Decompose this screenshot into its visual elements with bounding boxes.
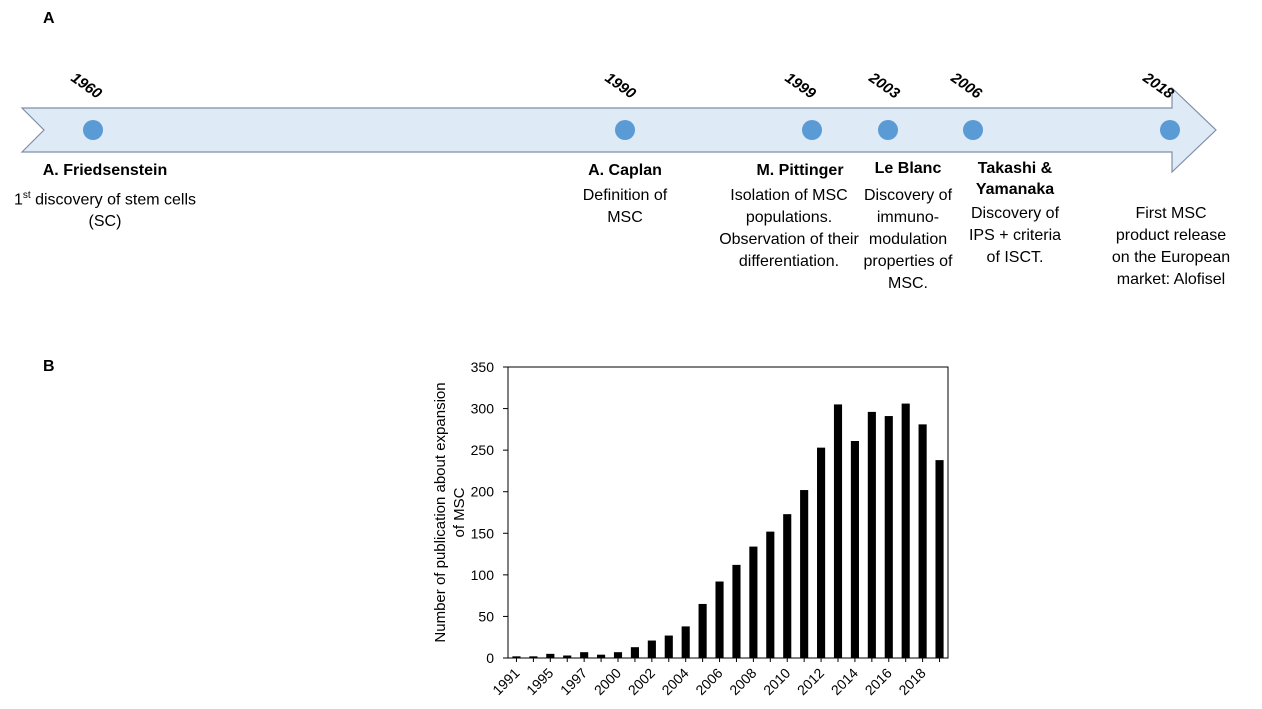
y-tick-label: 300 — [471, 401, 495, 417]
bar-1994 — [529, 656, 538, 658]
y-tick-label: 250 — [471, 442, 495, 458]
bar-2002 — [647, 640, 656, 658]
y-axis: 0 50 100 150 200 250 300 350 — [471, 359, 508, 666]
bar-2009 — [766, 531, 775, 658]
bar-2003 — [664, 635, 673, 658]
event-2003-dot — [878, 120, 898, 140]
bar-1996 — [563, 655, 572, 658]
timeline-arrow: 1960 1990 1999 2003 2006 2018 — [20, 69, 1217, 174]
bar-2004 — [681, 626, 690, 658]
bar-2006 — [715, 581, 724, 658]
y-axis-title-line: of MSC — [451, 487, 468, 537]
bar-2008 — [749, 546, 758, 658]
x-axis: 1991 1995 1997 2000 2002 2004 2006 2008 2010 2012… — [489, 658, 941, 698]
event-1960-desc: 1st discovery of stem cells (SC) — [0, 185, 210, 233]
x-tick-label-2000: 2000 — [591, 665, 624, 698]
x-tick-label-2002: 2002 — [625, 665, 658, 698]
bar-1997 — [580, 652, 589, 658]
event-2006-desc: Discovery of IPS + criteria of ISCT. — [968, 205, 1062, 266]
bar-2015 — [867, 411, 876, 658]
bar-1998 — [597, 654, 606, 658]
event-1960-desc-text: discovery of stem cells (SC) — [30, 191, 197, 231]
event-1960-desc-sup: st — [22, 190, 31, 201]
x-tick-label-2006: 2006 — [692, 665, 725, 698]
bar-2018 — [918, 424, 927, 658]
bar-2010 — [783, 514, 792, 658]
plot-frame — [507, 366, 949, 659]
bar-2012 — [817, 447, 826, 658]
y-axis-title: Number of publication about expansion of … — [432, 382, 468, 642]
event-1960-desc-prefix: 1 — [13, 191, 23, 209]
y-tick-label: 100 — [471, 567, 495, 583]
event-1960-title: A. Friedsenstein — [42, 162, 168, 179]
bar-1995 — [546, 653, 555, 658]
y-tick-label: 50 — [478, 608, 494, 624]
event-1999-title: M. Pittinger — [756, 162, 844, 179]
bars — [512, 403, 944, 658]
event-2006-dot — [963, 120, 983, 140]
bar-2005 — [698, 603, 707, 658]
y-tick-label: 350 — [471, 359, 495, 375]
x-tick-label-1995: 1995 — [523, 665, 556, 698]
event-1960-dot — [83, 120, 103, 140]
x-tick-label-2016: 2016 — [862, 665, 895, 698]
x-tick-label-2014: 2014 — [828, 665, 861, 698]
bar-2011 — [800, 490, 809, 658]
bar-2017 — [901, 403, 910, 658]
event-2003-title: Le Blanc — [874, 160, 942, 177]
event-2018-dot — [1160, 120, 1180, 140]
event-2003-desc: Discovery of immuno-modulation propertie… — [863, 187, 953, 292]
bar-2001 — [630, 647, 639, 658]
event-1990-desc: Definition of MSC — [582, 187, 668, 226]
bar-2007 — [732, 564, 741, 658]
event-1990-title: A. Caplan — [588, 162, 662, 179]
x-tick-label-1991: 1991 — [489, 665, 522, 698]
bar-2016 — [884, 416, 893, 658]
bar-2000 — [613, 652, 623, 658]
event-1999-dot — [802, 120, 822, 140]
panel-b-label: B — [43, 358, 55, 375]
x-tick-label-2004: 2004 — [658, 665, 691, 698]
event-1990-dot — [615, 120, 635, 140]
y-tick-label: 200 — [471, 484, 495, 500]
bar-2019 — [935, 460, 944, 658]
bar-1991 — [512, 656, 521, 658]
x-tick-label-1997: 1997 — [557, 665, 590, 698]
y-axis-title-line: Number of publication about expansion — [432, 382, 449, 642]
x-tick-label-2018: 2018 — [895, 665, 928, 698]
x-tick-label-2010: 2010 — [760, 665, 793, 698]
event-2018-desc: First MSC product release on the Europea… — [1111, 205, 1231, 288]
event-2006-title: Takashi & Yamanaka — [975, 160, 1055, 198]
panel-a-label: A — [43, 10, 55, 27]
y-tick-label: 0 — [486, 650, 494, 666]
bar-2013 — [833, 404, 843, 658]
x-tick-label-2008: 2008 — [726, 665, 759, 698]
y-tick-label: 150 — [471, 525, 495, 541]
event-1999-desc: Isolation of MSC populations. Observatio… — [719, 187, 859, 270]
x-tick-label-2012: 2012 — [794, 665, 827, 698]
bar-2014 — [850, 440, 859, 658]
